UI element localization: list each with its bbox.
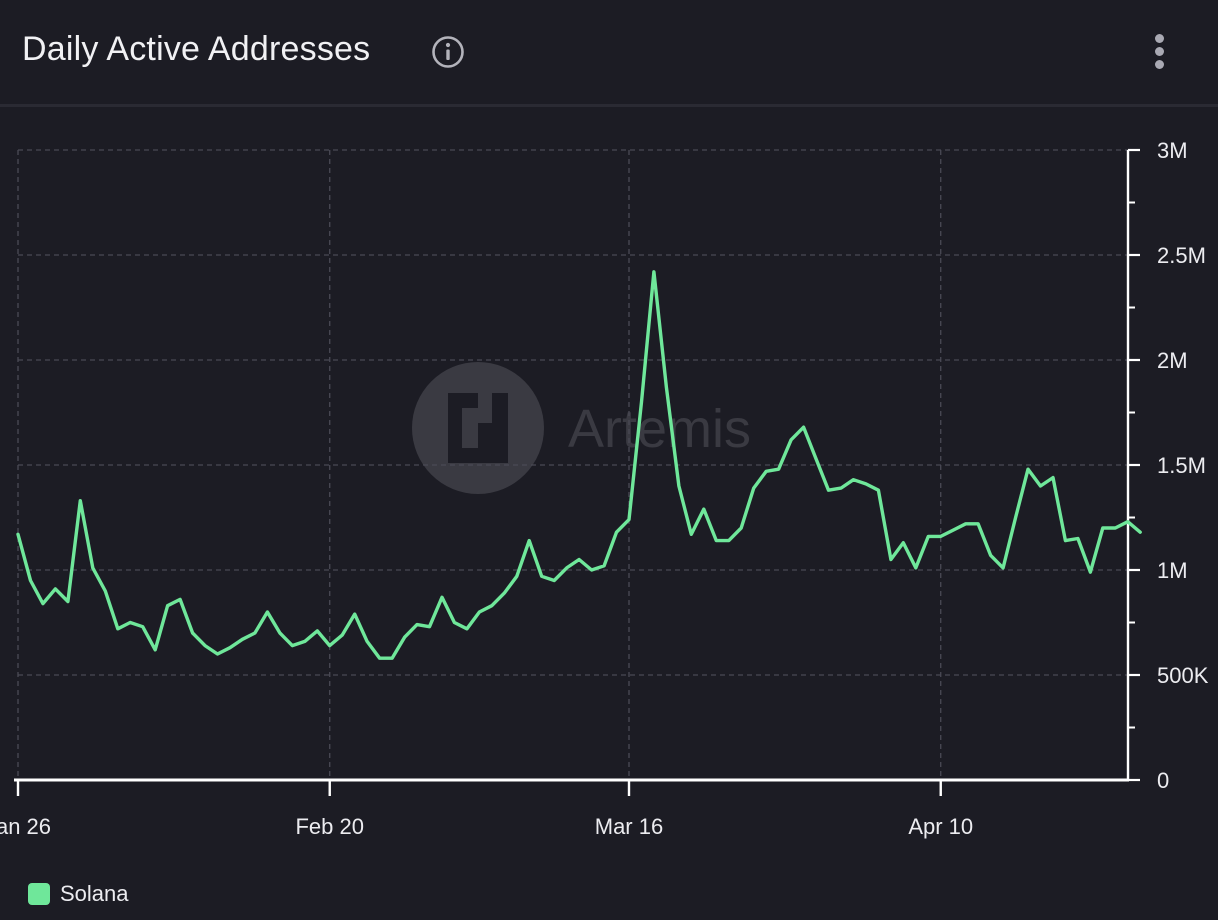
legend-label: Solana	[60, 881, 129, 906]
legend-swatch	[28, 883, 50, 905]
x-tick-label: Mar 16	[595, 814, 663, 839]
y-tick-label: 1.5M	[1157, 453, 1206, 478]
legend-item-solana[interactable]: Solana	[28, 880, 129, 908]
info-icon[interactable]	[431, 35, 465, 69]
y-tick-label: 1M	[1157, 558, 1188, 583]
watermark-text: Artemis	[568, 399, 751, 459]
chart-title: Daily Active Addresses	[22, 30, 371, 68]
x-tick-label: Jan 26	[0, 814, 51, 839]
x-tick-label: Apr 10	[908, 814, 973, 839]
y-tick-label: 2M	[1157, 348, 1188, 373]
y-tick-label: 2.5M	[1157, 243, 1206, 268]
more-options-icon[interactable]	[1146, 30, 1174, 74]
chart-header: Daily Active Addresses	[0, 0, 1218, 107]
y-tick-label: 0	[1157, 768, 1169, 793]
artemis-watermark: Artemis	[412, 362, 751, 494]
series-line-solana[interactable]	[16, 270, 1142, 660]
y-tick-label: 3M	[1157, 138, 1188, 163]
x-tick-label: Feb 20	[295, 814, 364, 839]
y-tick-label: 500K	[1157, 663, 1209, 688]
